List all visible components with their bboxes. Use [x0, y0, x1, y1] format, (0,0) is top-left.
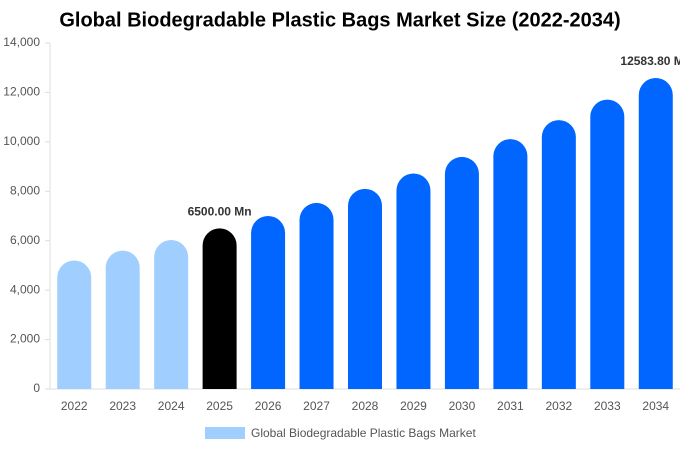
y-tick-label: 6,000	[10, 233, 40, 247]
bar	[251, 216, 286, 389]
bar	[396, 173, 431, 389]
bar	[348, 188, 382, 389]
x-tick-label: 2030	[449, 399, 476, 413]
x-tick-label: 2032	[545, 399, 572, 413]
x-tick-label: 2023	[109, 399, 136, 413]
bar	[444, 156, 479, 389]
x-tick-label: 2031	[497, 399, 524, 413]
legend-swatch	[205, 427, 245, 439]
legend-label: Global Biodegradable Plastic Bags Market	[251, 426, 476, 440]
value-label: 12583.80 Mn	[620, 54, 680, 68]
x-tick-label: 2029	[400, 399, 427, 413]
y-tick-label: 10,000	[3, 134, 40, 148]
x-tick-label: 2028	[352, 399, 379, 413]
bar	[105, 250, 140, 389]
y-tick-label: 2,000	[10, 332, 40, 346]
y-tick-label: 4,000	[10, 282, 40, 296]
x-tick-label: 2025	[206, 399, 233, 413]
bar	[154, 239, 189, 389]
bar	[541, 120, 576, 390]
x-tick-label: 2027	[303, 399, 330, 413]
value-label: 6500.00 Mn	[188, 205, 252, 219]
bar	[493, 139, 528, 389]
x-tick-label: 2024	[158, 399, 185, 413]
x-tick-label: 2022	[61, 399, 88, 413]
x-tick-label: 2026	[255, 399, 282, 413]
bar	[299, 202, 334, 389]
y-tick-label: 14,000	[3, 35, 40, 49]
chart-title: Global Biodegradable Plastic Bags Market…	[59, 9, 620, 31]
bar	[590, 99, 625, 390]
y-tick-label: 8,000	[10, 183, 40, 197]
x-tick-label: 2033	[594, 399, 621, 413]
bar	[202, 228, 237, 389]
y-tick-label: 0	[33, 381, 40, 395]
x-tick-label: 2034	[642, 399, 669, 413]
y-tick-label: 12,000	[3, 85, 40, 99]
bar	[57, 260, 92, 389]
bar	[638, 78, 673, 390]
